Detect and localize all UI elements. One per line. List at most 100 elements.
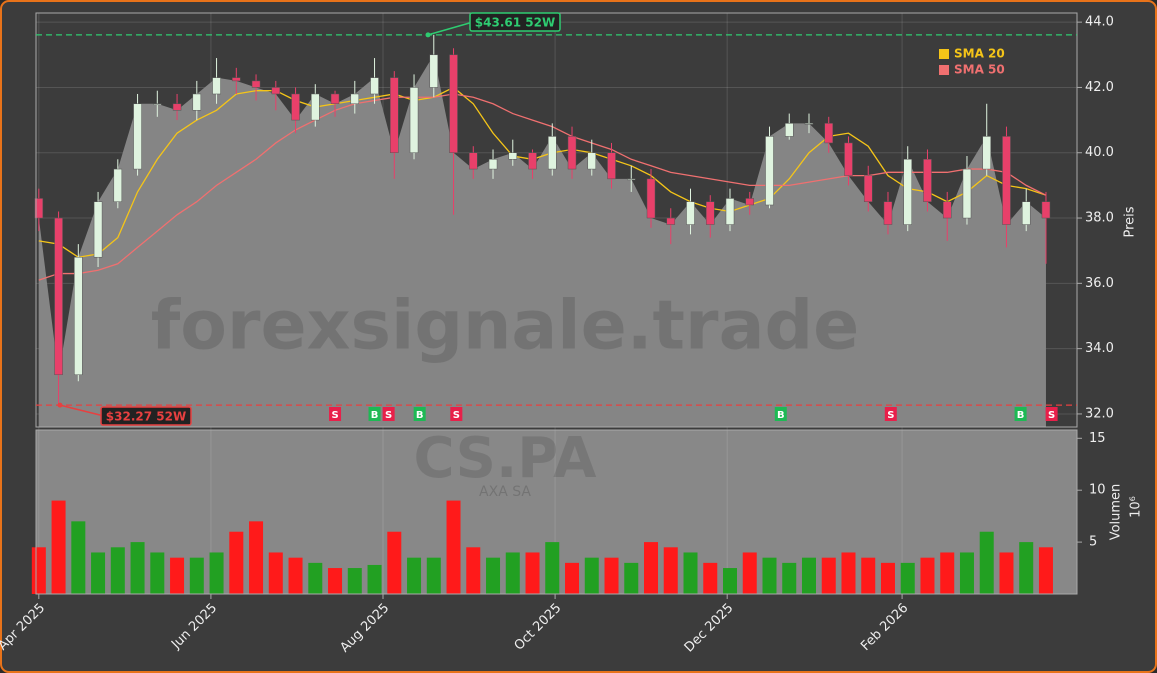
annotation-box [100, 406, 192, 426]
volume-bar [486, 557, 501, 594]
signal-marker [450, 407, 463, 421]
volume-bar [801, 557, 816, 594]
candle-body [1021, 201, 1031, 225]
y-tick-label: 34.0 [1085, 341, 1114, 356]
volume-bar [565, 562, 580, 594]
volume-bar [900, 562, 915, 594]
volume-bar [268, 552, 283, 594]
signal-label: S [453, 410, 460, 421]
candle-body [567, 136, 577, 170]
signal-marker [382, 407, 395, 421]
volume-bar [545, 542, 560, 594]
candle-body [745, 198, 754, 206]
candle-body [824, 123, 833, 144]
candle-body [93, 201, 103, 258]
volume-axis-label: Volumen [1109, 484, 1124, 541]
candle-body [54, 217, 63, 376]
signal-label: S [887, 410, 894, 421]
volume-bar [51, 500, 66, 594]
volume-bar [683, 552, 698, 594]
candle-body [390, 77, 399, 153]
candle-body [646, 178, 656, 219]
volume-bar [407, 557, 422, 594]
y-tick-label: 36.0 [1085, 276, 1114, 291]
volume-bar [288, 557, 303, 594]
candle-body [982, 136, 991, 170]
candle-body [548, 136, 557, 170]
volume-bar [367, 564, 382, 594]
candle-body [528, 152, 537, 170]
annotation-label: $43.61 52W [475, 16, 555, 30]
volume-bar [663, 547, 678, 594]
sma-line [38, 93, 1047, 281]
volume-bar [525, 552, 540, 594]
watermark-company: AXA SA [479, 484, 531, 500]
y-tick-label: 32.0 [1085, 406, 1114, 421]
volume-bar [229, 531, 244, 594]
candle-body [311, 93, 320, 121]
annotation-arrow [59, 404, 105, 417]
annotation-arrow-head [425, 32, 431, 38]
y-tick-label: 42.0 [1085, 80, 1114, 95]
volume-bar [189, 557, 204, 594]
candle-body [804, 123, 814, 125]
signal-marker [884, 407, 897, 421]
candle-body [330, 93, 340, 105]
volume-bar [841, 552, 856, 594]
candle-body [34, 198, 44, 219]
candle-body [212, 77, 221, 95]
candle-body [488, 159, 498, 170]
candle-body [686, 201, 695, 225]
volume-bar [150, 552, 165, 594]
volume-bar [703, 562, 718, 594]
volume-bar [959, 552, 974, 594]
volume-bar [170, 557, 185, 594]
legend-label: SMA 20 [954, 47, 1005, 61]
volume-bar [446, 500, 461, 594]
volume-bar [308, 562, 323, 594]
volume-bar [110, 547, 125, 594]
volume-bar [31, 547, 46, 594]
candle-body [508, 152, 518, 160]
watermark-symbol: CS.PA [414, 426, 598, 491]
candle-body [449, 54, 458, 153]
candle-body [370, 77, 379, 95]
candle-body [863, 175, 873, 202]
candle-body [271, 87, 281, 95]
candle-body [192, 93, 202, 111]
signal-marker [1045, 407, 1058, 421]
signal-label: B [1017, 410, 1025, 421]
candle-body [251, 80, 261, 88]
candle-body [232, 77, 241, 82]
volume-bar [249, 521, 264, 594]
volume-bar [466, 547, 481, 594]
volume-bar [821, 557, 836, 594]
volume-bar [979, 531, 994, 594]
annotation-arrow [427, 21, 474, 36]
candle-body [429, 54, 439, 88]
candle-body [607, 152, 616, 180]
candle-body [133, 103, 142, 170]
legend-swatch [939, 49, 949, 59]
volume-bar [624, 562, 639, 594]
signal-marker [774, 407, 787, 421]
candle-body [765, 136, 774, 206]
candle-body [469, 152, 478, 170]
volume-bar [742, 552, 757, 594]
y-tick-label: 40.0 [1085, 145, 1114, 160]
candle-body [74, 256, 83, 376]
volume-bar [387, 531, 402, 594]
volume-bar [604, 557, 619, 594]
candle-body [409, 87, 419, 153]
y-tick-label: 38.0 [1085, 211, 1114, 226]
volume-bar [91, 552, 106, 594]
legend-label: SMA 50 [954, 63, 1005, 77]
volume-y-tick-label: 5 [1089, 535, 1097, 550]
candle-body [1002, 136, 1011, 225]
watermark: forexsignale.trade [151, 287, 860, 366]
volume-bar [940, 552, 955, 594]
volume-bar [782, 562, 797, 594]
volume-bar [505, 552, 520, 594]
signal-label: S [331, 410, 338, 421]
